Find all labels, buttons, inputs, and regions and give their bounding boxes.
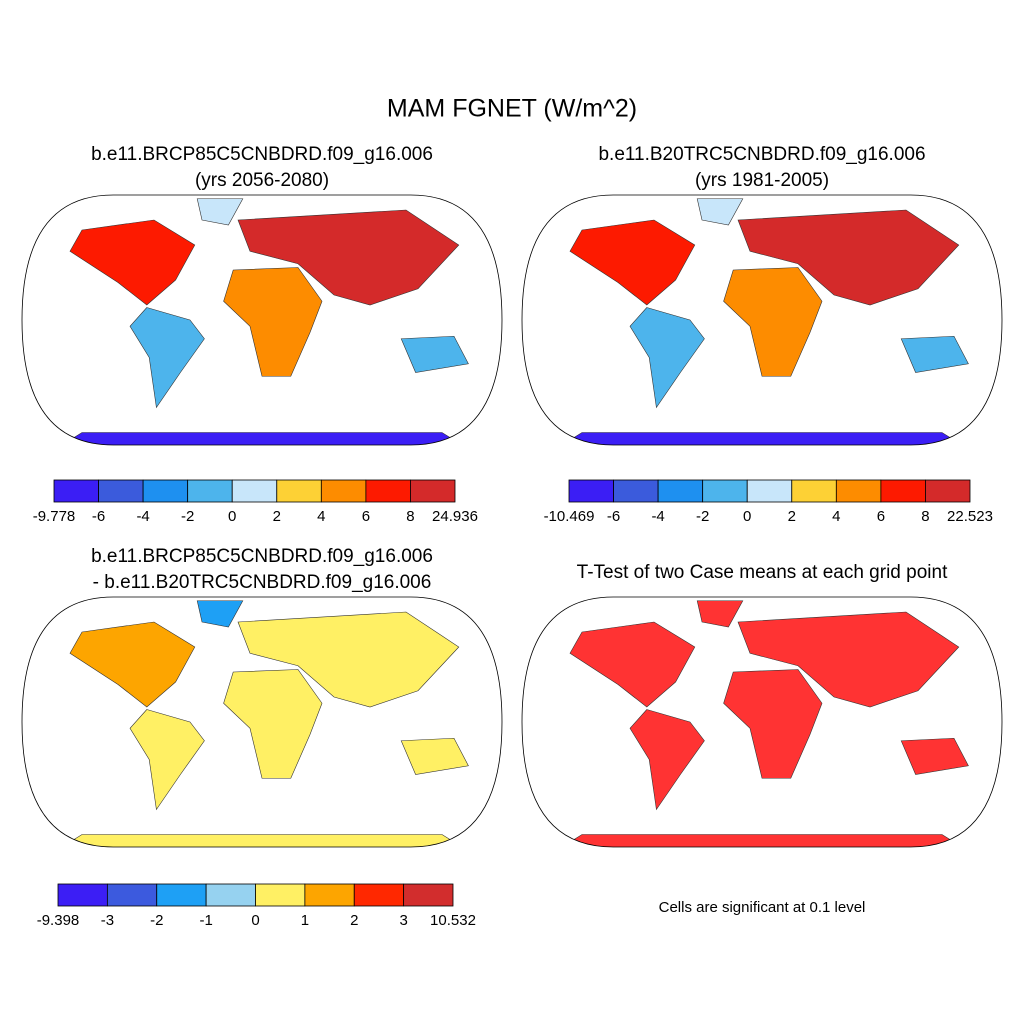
panel-title: b.e11.B20TRC5CNBDRD.f09_g16.006 [598, 144, 925, 165]
colorbar-label: -3 [101, 912, 114, 929]
colorbar-label: -2 [181, 508, 194, 525]
continent-greenland [196, 198, 244, 226]
continent-eurasia [237, 209, 460, 306]
colorbar-box [320, 479, 367, 503]
colorbar-box [925, 479, 971, 503]
continent-eurasia [737, 611, 960, 708]
map-outline [21, 596, 503, 848]
colorbar-label: 0 [251, 912, 259, 929]
colorbar-box [410, 479, 456, 503]
colorbar-box [57, 883, 108, 907]
colorbar-label: 3 [399, 912, 407, 929]
colorbar-label: 1 [301, 912, 309, 929]
colorbar-box [568, 479, 614, 503]
colorbar-box [746, 479, 793, 503]
continent-australia [900, 737, 969, 775]
continent-north-america [569, 621, 696, 708]
continent-africa [223, 267, 323, 377]
map [56, 198, 469, 445]
colorbar-box [304, 883, 355, 907]
colorbar-label: 22.523 [947, 508, 993, 525]
colorbar-label: -6 [92, 508, 105, 525]
continent-north-america [69, 219, 196, 306]
colorbar-label: -9.398 [37, 912, 80, 929]
panel-title: b.e11.BRCP85C5CNBDRD.f09_g16.006 [91, 144, 433, 165]
map [556, 198, 969, 445]
colorbar-label: -6 [607, 508, 620, 525]
colorbar-label: 4 [832, 508, 840, 525]
continent-north-america [69, 621, 196, 708]
colorbar-box [791, 479, 837, 503]
colorbar-label: 6 [362, 508, 370, 525]
continent-eurasia [237, 611, 460, 708]
colorbar-box [106, 883, 158, 907]
colorbar-box [187, 479, 233, 503]
colorbar-box [156, 883, 207, 907]
continent-africa [723, 669, 823, 779]
panel-title: - b.e11.B20TRC5CNBDRD.f09_g16.006 [93, 572, 432, 593]
continent-greenland [196, 600, 244, 628]
map-outline [521, 194, 1003, 446]
continent-greenland [696, 600, 744, 628]
map-outline [21, 194, 503, 446]
map [56, 600, 469, 847]
map [556, 600, 969, 847]
continent-greenland [696, 198, 744, 226]
continent-south-america [129, 307, 205, 409]
colorbar-label: -10.469 [544, 508, 595, 525]
map-outline [521, 596, 1003, 848]
colorbar-label: 0 [743, 508, 751, 525]
panel-title: b.e11.BRCP85C5CNBDRD.f09_g16.006 [91, 546, 433, 567]
colorbar-box [142, 479, 189, 503]
colorbar-box [702, 479, 748, 503]
panel-title: T-Test of two Case means at each grid po… [577, 562, 948, 583]
continent-south-america [129, 709, 205, 811]
colorbar-box [353, 883, 405, 907]
continent-australia [900, 335, 969, 373]
colorbar-label: -4 [651, 508, 664, 525]
colorbar-label: 2 [788, 508, 796, 525]
continent-africa [223, 669, 323, 779]
panel-title: (yrs 2056-2080) [195, 170, 329, 191]
colorbar-box [255, 883, 306, 907]
colorbar-box [403, 883, 454, 907]
colorbar-box [205, 883, 256, 907]
colorbar-box [657, 479, 704, 503]
colorbar-box [835, 479, 882, 503]
colorbar-box [613, 479, 659, 503]
colorbar-label: 8 [921, 508, 929, 525]
colorbar-box [231, 479, 278, 503]
colorbar-label: 2 [350, 912, 358, 929]
continent-south-america [629, 307, 705, 409]
figure-title: MAM FGNET (W/m^2) [387, 95, 637, 123]
panel-title: (yrs 1981-2005) [695, 170, 829, 191]
colorbar-label: 24.936 [432, 508, 478, 525]
continent-australia [400, 737, 469, 775]
colorbar-label: -9.778 [33, 508, 76, 525]
colorbar-box [276, 479, 322, 503]
continent-south-america [629, 709, 705, 811]
continent-australia [400, 335, 469, 373]
colorbar-label: 2 [273, 508, 281, 525]
colorbar-label: -4 [136, 508, 149, 525]
continent-africa [723, 267, 823, 377]
colorbar-box [880, 479, 926, 503]
colorbar-label: -2 [150, 912, 163, 929]
colorbar-label: 6 [877, 508, 885, 525]
continent-north-america [569, 219, 696, 306]
continent-eurasia [737, 209, 960, 306]
colorbar-label: 0 [228, 508, 236, 525]
colorbar-box [53, 479, 99, 503]
colorbar-label: 10.532 [430, 912, 476, 929]
panel-note: Cells are significant at 0.1 level [659, 899, 866, 916]
colorbar-label: 8 [406, 508, 414, 525]
colorbar-label: 4 [317, 508, 325, 525]
colorbar-box [98, 479, 144, 503]
colorbar-label: -2 [696, 508, 709, 525]
colorbar-label: -1 [199, 912, 212, 929]
colorbar-box [365, 479, 411, 503]
